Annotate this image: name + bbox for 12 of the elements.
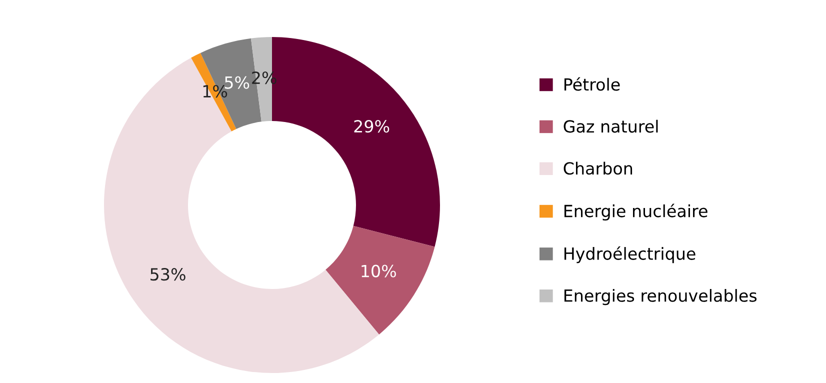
data-label: 29% <box>354 120 390 133</box>
donut-slice <box>326 226 435 334</box>
legend-label: Energie nucléaire <box>564 204 708 221</box>
data-label: 1% <box>203 84 228 98</box>
legend-label: Pétrole <box>564 77 620 91</box>
data-label: 53% <box>150 268 186 281</box>
legend-label: Gaz naturel <box>564 120 658 133</box>
data-label: 5% <box>224 76 250 89</box>
legend-label: Hydroélectrique <box>564 246 696 264</box>
legend-label: Charbon <box>564 162 632 175</box>
legend-label: Energies renouvelables <box>564 289 757 306</box>
data-label: 10% <box>362 264 396 278</box>
